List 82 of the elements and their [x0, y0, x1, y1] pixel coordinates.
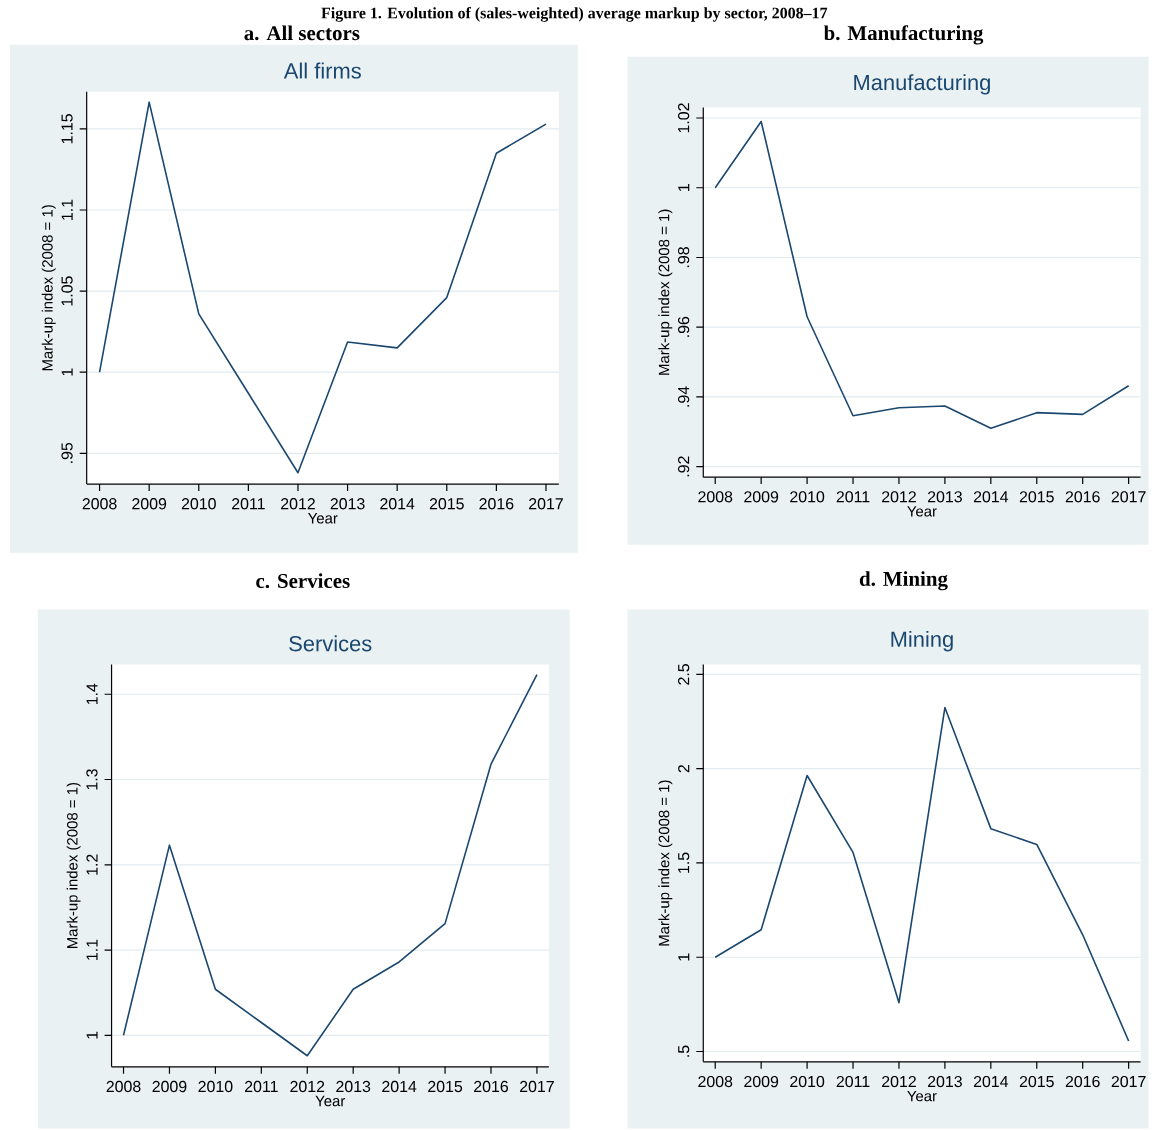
- y-tick-label: 1: [678, 184, 690, 192]
- chart-title: d. Mining: [859, 571, 948, 591]
- y-tick-label: .96: [677, 317, 690, 338]
- y-tick-label: 2.5: [677, 664, 690, 685]
- x-tick-label: 2009: [744, 491, 779, 503]
- chart-subtitle: All firms: [283, 62, 361, 79]
- y-axis-title: Mark-up index (2008 = 1): [41, 205, 56, 371]
- x-axis-title: Year: [315, 1096, 346, 1107]
- x-tick-label: 2012: [882, 491, 916, 503]
- x-tick-label: 2015: [428, 1081, 463, 1093]
- x-tick-label: 2010: [790, 491, 825, 503]
- x-tick-label: 2008: [82, 498, 117, 510]
- y-tick-label: 1.3: [86, 769, 98, 790]
- y-tick-label: 1.15: [61, 114, 73, 144]
- x-tick-label: 2011: [232, 498, 265, 510]
- line-series: [122, 674, 538, 1057]
- x-tick-label: 2016: [479, 498, 514, 510]
- y-tick-label: .94: [677, 386, 690, 407]
- line-series: [98, 101, 547, 474]
- x-tick-label: 2013: [927, 491, 962, 503]
- chart-subtitle: Manufacturing: [854, 74, 990, 95]
- x-tick-label: 2011: [836, 491, 870, 503]
- x-axis-title: Year: [907, 1091, 937, 1102]
- y-tick-label: 2: [678, 765, 690, 773]
- x-tick-label: 2013: [336, 1081, 371, 1093]
- line-series: [714, 706, 1130, 1042]
- caption: Figure 1. Evolution of (sales-weighted) average markup by sector, 2008–17: [321, 7, 828, 22]
- y-tick-label: 1.1: [61, 199, 73, 221]
- x-tick-label: 2013: [330, 498, 365, 510]
- y-tick-label: .95: [61, 443, 73, 464]
- x-tick-label: 2008: [698, 491, 733, 503]
- y-tick-label: 1: [86, 1031, 98, 1039]
- y-tick-label: .92: [677, 456, 690, 477]
- x-tick-label: 2016: [1065, 491, 1100, 503]
- y-tick-label: 1.4: [86, 683, 98, 705]
- x-tick-label: 2014: [973, 491, 1009, 503]
- x-tick-label: 2014: [973, 1076, 1009, 1088]
- y-tick-label: 1.02: [677, 103, 690, 133]
- y-axis-title: Mark-up index (2008 = 1): [658, 780, 673, 946]
- x-tick-label: 2017: [529, 498, 563, 510]
- x-axis-title: Year: [308, 513, 338, 524]
- x-tick-label: 2011: [244, 1081, 278, 1093]
- y-tick-label: 1.1: [86, 939, 98, 961]
- x-tick-label: 2014: [382, 1081, 417, 1093]
- chart-title: a. All sectors: [244, 25, 360, 41]
- y-tick-label: .5: [678, 1045, 690, 1057]
- chart-title: c. Services: [256, 573, 350, 589]
- x-tick-label: 2015: [1019, 491, 1054, 503]
- x-tick-label: 2015: [429, 498, 464, 510]
- x-tick-label: 2014: [380, 498, 415, 510]
- x-tick-label: 2010: [198, 1081, 233, 1093]
- y-tick-label: 1: [61, 368, 73, 376]
- x-tick-label: 2008: [698, 1076, 733, 1088]
- chart-title: b. Manufacturing: [823, 25, 984, 45]
- y-tick-label: 1: [678, 953, 690, 961]
- x-tick-label: 2010: [181, 498, 216, 510]
- x-tick-label: 2012: [882, 1076, 916, 1088]
- x-tick-label: 2011: [836, 1076, 870, 1088]
- x-tick-label: 2008: [106, 1081, 141, 1093]
- y-tick-label: 1.5: [678, 852, 690, 873]
- x-tick-label: 2017: [1111, 491, 1146, 503]
- y-axis-title: Mark-up index (2008 = 1): [66, 783, 81, 949]
- x-tick-label: 2015: [1019, 1076, 1054, 1088]
- x-tick-label: 2010: [790, 1076, 825, 1088]
- x-tick-label: 2016: [474, 1081, 508, 1093]
- x-tick-label: 2017: [1111, 1076, 1146, 1088]
- x-tick-label: 2016: [1065, 1076, 1100, 1088]
- x-tick-label: 2009: [152, 1081, 187, 1093]
- chart-subtitle: Mining: [891, 631, 953, 652]
- x-tick-label: 2009: [132, 498, 167, 510]
- x-axis-title: Year: [907, 506, 937, 517]
- x-tick-label: 2017: [520, 1081, 554, 1093]
- chart-subtitle: Services: [289, 635, 372, 652]
- y-axis-title: Mark-up index (2008 = 1): [658, 209, 673, 375]
- x-tick-label: 2013: [927, 1076, 962, 1088]
- x-tick-label: 2012: [281, 498, 315, 510]
- x-tick-label: 2009: [744, 1076, 779, 1088]
- y-tick-label: 1.05: [61, 276, 73, 306]
- x-tick-label: 2012: [290, 1081, 325, 1093]
- y-tick-label: .98: [677, 247, 690, 268]
- line-series: [714, 120, 1130, 430]
- y-tick-label: 1.2: [86, 854, 98, 875]
